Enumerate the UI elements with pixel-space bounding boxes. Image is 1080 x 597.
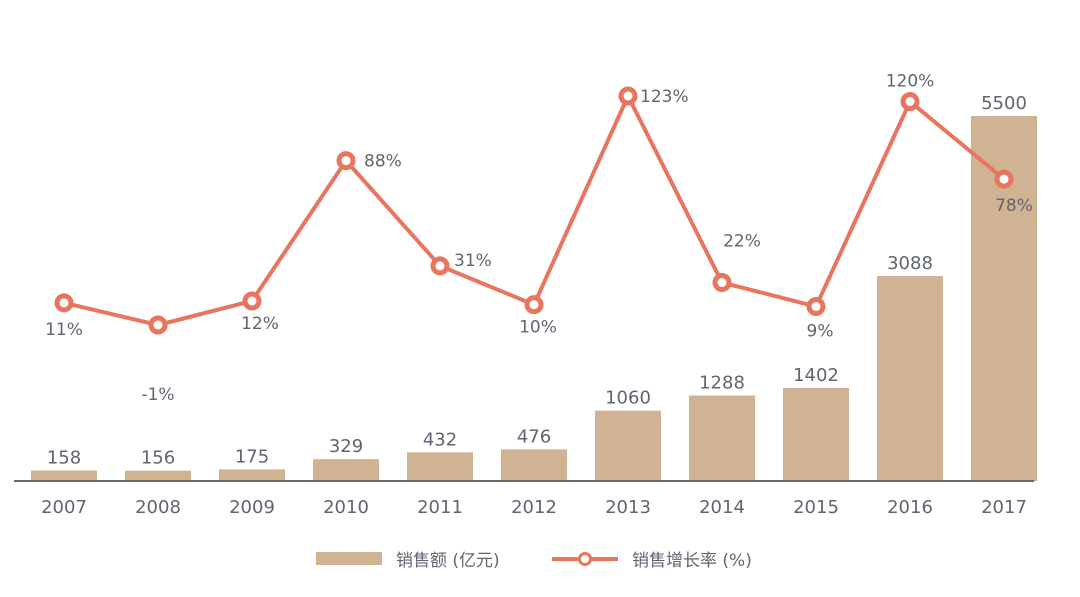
line-value-label: 10% bbox=[519, 318, 557, 338]
bar-value-label: 476 bbox=[517, 426, 551, 447]
line-value-label: 88% bbox=[364, 152, 402, 172]
x-tick-label: 2010 bbox=[323, 497, 369, 518]
bar bbox=[595, 410, 661, 481]
line-point-marker bbox=[430, 256, 450, 276]
x-tick-label: 2015 bbox=[793, 497, 839, 518]
line-point-marker bbox=[994, 169, 1014, 189]
x-tick-label: 2008 bbox=[135, 497, 181, 518]
x-tick-label: 2011 bbox=[417, 497, 463, 518]
bar-value-label: 156 bbox=[141, 448, 175, 469]
line-point-marker bbox=[242, 291, 262, 311]
line-point-marker bbox=[618, 86, 638, 106]
line-point-marker bbox=[712, 273, 732, 293]
line-point-marker bbox=[148, 315, 168, 335]
bar bbox=[689, 395, 755, 481]
legend-item-sales: 销售额 (亿元) bbox=[316, 546, 500, 571]
bar-value-label: 175 bbox=[235, 446, 269, 467]
bar-value-label: 432 bbox=[423, 429, 457, 450]
legend-item-growth: 销售增长率 (%) bbox=[552, 546, 752, 571]
bar-value-label: 3088 bbox=[887, 253, 933, 274]
bar bbox=[783, 387, 849, 481]
line-point-marker bbox=[524, 295, 544, 315]
legend-label-growth: 销售增长率 (%) bbox=[632, 551, 752, 571]
x-tick-label: 2017 bbox=[981, 497, 1027, 518]
legend-label-sales: 销售额 (亿元) bbox=[396, 551, 500, 571]
line-point-marker bbox=[54, 293, 74, 313]
bar bbox=[31, 470, 97, 481]
x-tick-label: 2016 bbox=[887, 497, 933, 518]
line-value-label: 22% bbox=[723, 232, 761, 252]
growth-line bbox=[63, 94, 1006, 327]
chart-legend: 销售额 (亿元) 销售增长率 (%) bbox=[0, 546, 1080, 576]
line-value-label: 78% bbox=[995, 196, 1033, 216]
bar bbox=[877, 276, 943, 481]
bar-value-label: 1288 bbox=[699, 373, 745, 394]
bar-value-label: 1402 bbox=[793, 365, 839, 386]
line-value-label: -1% bbox=[141, 385, 174, 405]
line-point-marker bbox=[336, 151, 356, 171]
x-tick-label: 2007 bbox=[41, 497, 87, 518]
bar bbox=[125, 470, 191, 481]
bar-swatch-icon bbox=[316, 552, 382, 565]
line-value-label: 31% bbox=[454, 251, 492, 271]
x-tick-label: 2013 bbox=[605, 497, 651, 518]
bar bbox=[407, 452, 473, 481]
line-value-label: 12% bbox=[241, 314, 279, 334]
line-value-label: 120% bbox=[886, 72, 935, 92]
line-value-label: 11% bbox=[45, 320, 83, 340]
bar-value-label: 329 bbox=[329, 436, 363, 457]
bar-value-label: 5500 bbox=[981, 93, 1027, 114]
bar bbox=[313, 459, 379, 481]
x-tick-label: 2009 bbox=[229, 497, 275, 518]
line-point-marker bbox=[806, 297, 826, 317]
line-value-label: 123% bbox=[640, 87, 689, 107]
bar-value-label: 1060 bbox=[605, 388, 651, 409]
line-marker-icon bbox=[552, 551, 618, 566]
x-tick-label: 2012 bbox=[511, 497, 557, 518]
bar bbox=[219, 469, 285, 481]
bar-value-label: 158 bbox=[47, 448, 81, 469]
line-value-label: 9% bbox=[807, 322, 834, 342]
x-tick-label: 2014 bbox=[699, 497, 745, 518]
line-point-marker bbox=[900, 92, 920, 112]
bar bbox=[501, 449, 567, 481]
